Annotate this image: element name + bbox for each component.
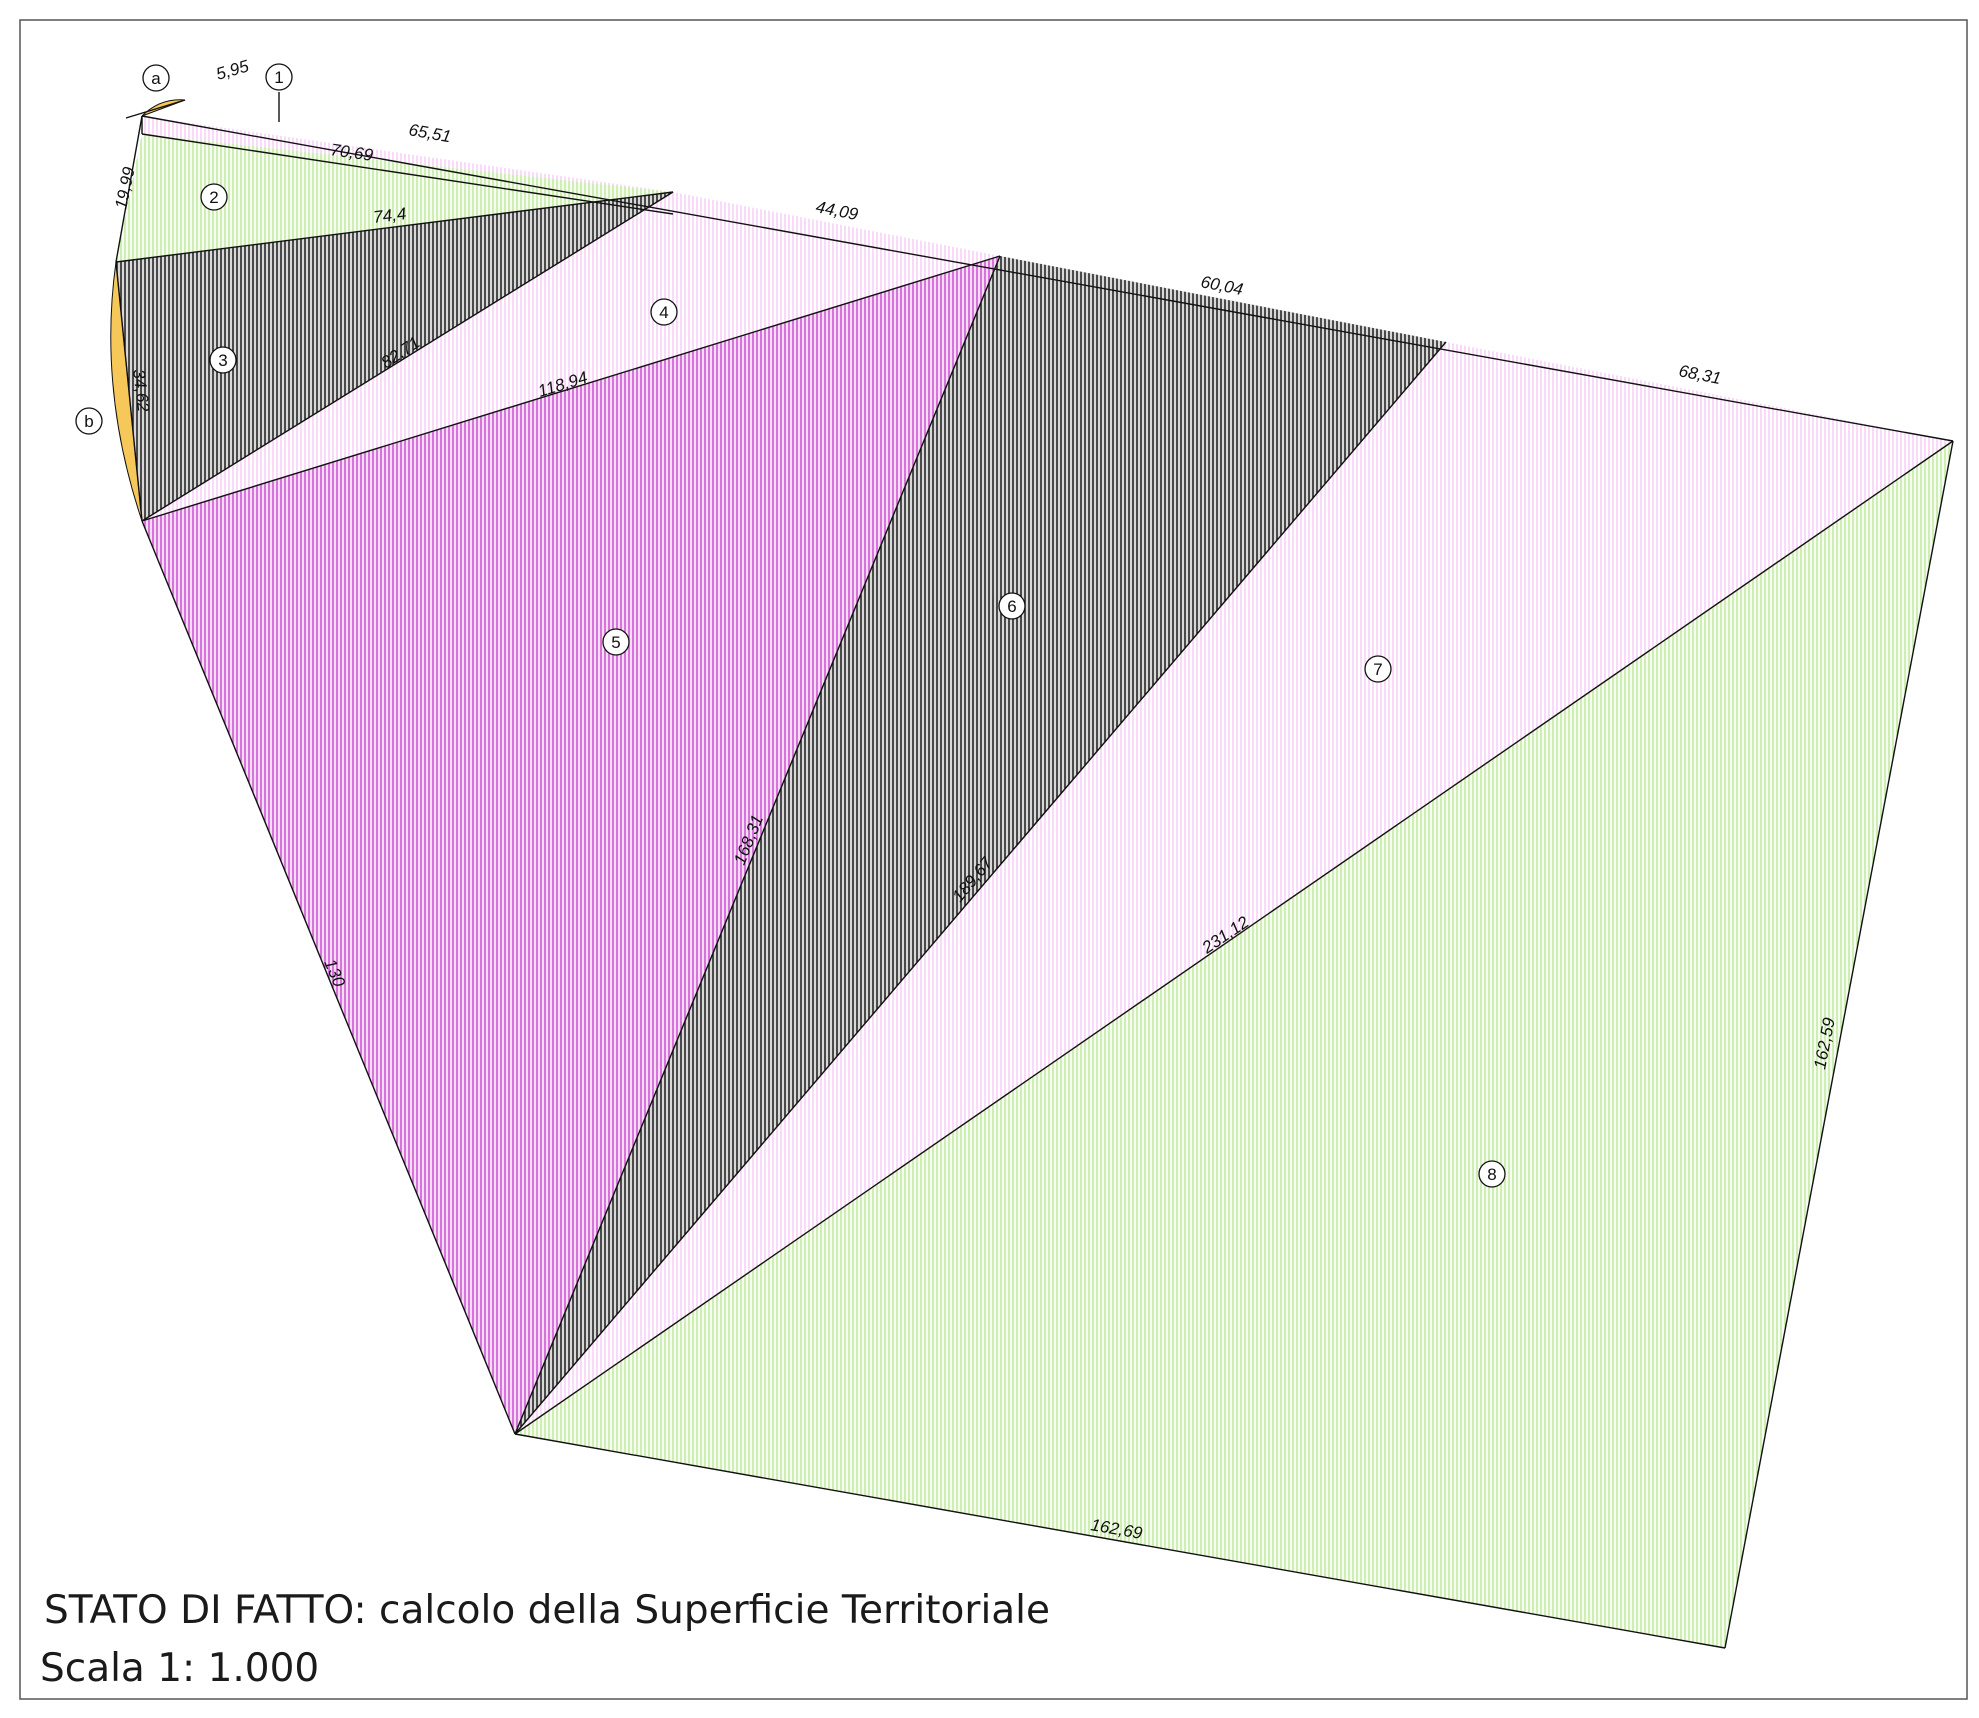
- area-label-2: 2: [200, 183, 228, 211]
- segment-label-a: a: [142, 64, 170, 92]
- area-label-5: 5: [602, 628, 630, 656]
- svg-text:6: 6: [1007, 597, 1016, 616]
- area-label-4: 4: [650, 298, 678, 326]
- dim-68-31: 68,31: [1677, 361, 1722, 388]
- svg-text:b: b: [84, 412, 93, 431]
- area-label-8: 8: [1478, 1160, 1506, 1188]
- area-label-3: 3: [209, 346, 237, 374]
- area-7: [515, 342, 1953, 1434]
- arc-segment-b: [110, 261, 143, 522]
- frame: [19, 19, 1968, 1700]
- area-5: [142, 256, 1000, 1434]
- area-label-1: 1: [265, 63, 293, 91]
- area-1: [142, 116, 673, 192]
- svg-text:5: 5: [611, 633, 620, 652]
- dim-65-51: 65,51: [407, 120, 452, 146]
- svg-text:7: 7: [1373, 660, 1382, 679]
- area-4: [142, 192, 1000, 521]
- segment-label-b: b: [75, 407, 103, 435]
- area-8: [515, 441, 1953, 1648]
- drawing-title: STATO DI FATTO: calcolo della Superficie…: [44, 1588, 1050, 1633]
- dim-44-09: 44,09: [814, 197, 860, 224]
- svg-text:8: 8: [1487, 1165, 1496, 1184]
- svg-text:a: a: [151, 69, 161, 88]
- dim-74-4: 74,4: [372, 204, 407, 227]
- area-3: [116, 192, 673, 521]
- area-label-6: 6: [998, 592, 1026, 620]
- area-6: [515, 256, 1446, 1434]
- drawing-scale: Scala 1: 1.000: [40, 1646, 319, 1691]
- area-2: [116, 134, 673, 262]
- dim-5-95: 5,95: [214, 56, 252, 84]
- svg-text:4: 4: [659, 303, 668, 322]
- svg-text:1: 1: [274, 68, 283, 87]
- dim-60-04: 60,04: [1199, 272, 1244, 299]
- boundary-lines: [115, 92, 1954, 1649]
- svg-text:2: 2: [209, 188, 218, 207]
- svg-text:3: 3: [218, 351, 227, 370]
- area-label-7: 7: [1364, 655, 1392, 683]
